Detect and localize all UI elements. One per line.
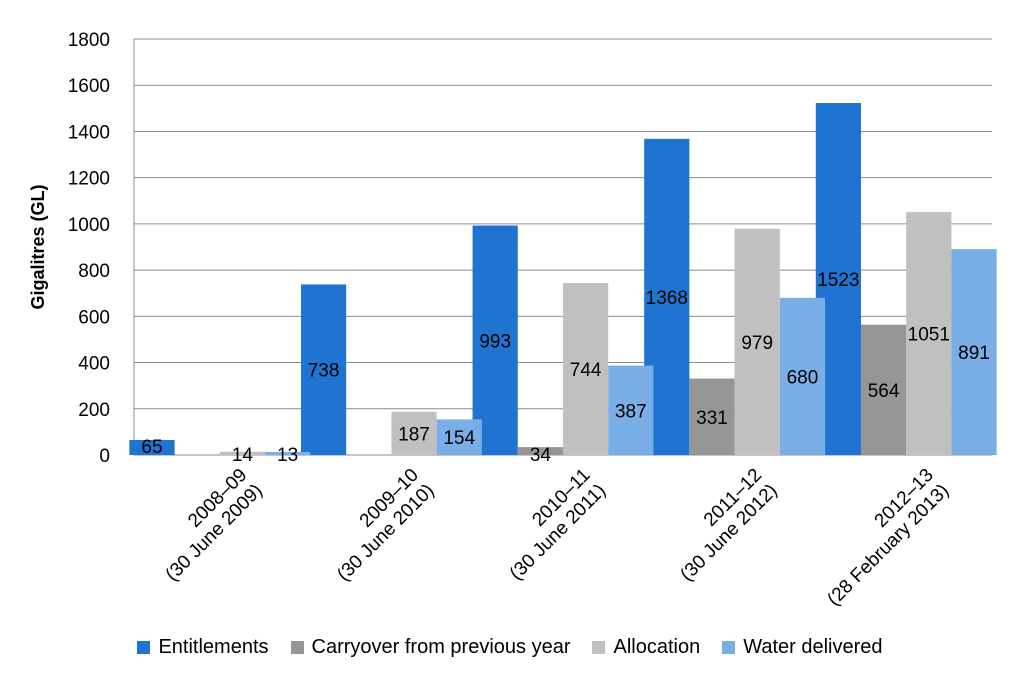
y-axis-title: Gigalitres (GL) xyxy=(28,184,48,309)
x-tick-label: 2008–09(30 June 2009) xyxy=(162,465,267,586)
data-label: 65 xyxy=(141,437,162,458)
legend-item: Carryover from previous year xyxy=(290,636,571,659)
y-tick-label: 1200 xyxy=(68,169,110,190)
data-label: 744 xyxy=(570,360,602,381)
bar-2-4 xyxy=(906,212,952,455)
legend-item: Water delivered xyxy=(722,636,883,659)
bar-3-4 xyxy=(951,249,997,455)
bar-2-0 xyxy=(219,451,266,455)
y-tick-label: 0 xyxy=(99,446,110,467)
data-label: 1523 xyxy=(817,270,859,291)
data-label: 154 xyxy=(443,428,475,449)
data-label: 891 xyxy=(958,343,990,364)
data-label: 564 xyxy=(868,381,900,402)
y-tick-label: 1400 xyxy=(68,122,110,143)
y-tick-label: 1800 xyxy=(68,30,110,51)
data-label: 331 xyxy=(696,408,728,429)
x-tick-label: 2012–13(28 February 2013) xyxy=(823,465,953,610)
bar-2-1 xyxy=(391,411,437,455)
legend-label: Entitlements xyxy=(158,636,269,658)
bar-3-2 xyxy=(608,365,654,455)
data-label: 993 xyxy=(479,331,511,352)
bar-3-3 xyxy=(779,297,826,455)
x-tick-label: 2010–11(30 June 2011) xyxy=(506,465,610,585)
bar-3-0 xyxy=(265,451,311,455)
y-tick-label: 200 xyxy=(78,400,110,421)
y-tick-label: 1000 xyxy=(68,215,110,236)
legend: Entitlements Carryover from previous year… xyxy=(0,636,1020,659)
legend-item: Entitlements xyxy=(137,636,269,659)
y-tick-label: 800 xyxy=(78,261,110,282)
bar-1-3 xyxy=(689,378,735,455)
data-label: 738 xyxy=(308,361,340,382)
data-label: 34 xyxy=(530,445,552,466)
data-label: 13 xyxy=(277,445,298,466)
legend-swatch xyxy=(592,641,606,654)
y-tick-label: 1600 xyxy=(68,76,110,97)
y-tick-label: 400 xyxy=(78,354,110,375)
data-label: 1368 xyxy=(646,288,688,309)
legend-swatch xyxy=(290,641,304,654)
data-label: 680 xyxy=(787,367,819,388)
legend-label: Allocation xyxy=(613,636,701,658)
legend-item: Allocation xyxy=(592,636,700,659)
legend-label: Carryover from previous year xyxy=(311,636,571,658)
data-label: 14 xyxy=(232,445,254,466)
legend-label: Water delivered xyxy=(743,636,883,658)
legend-swatch xyxy=(137,641,151,654)
bar-2-3 xyxy=(734,228,780,455)
bar-0-0 xyxy=(129,439,175,455)
data-label: 1051 xyxy=(908,325,950,346)
y-tick-label: 600 xyxy=(78,307,110,328)
bar-2-2 xyxy=(563,283,609,455)
bar-1-4 xyxy=(860,324,907,455)
legend-swatch xyxy=(722,641,736,654)
data-label: 387 xyxy=(615,401,647,422)
bar-1-2 xyxy=(517,447,563,455)
x-tick-label: 2011–12(30 June 2012) xyxy=(676,465,781,586)
bar-3-1 xyxy=(436,419,482,455)
data-label: 979 xyxy=(741,333,773,354)
bar-0-2 xyxy=(472,225,518,455)
bar-0-1 xyxy=(300,284,347,455)
x-tick-label: 2009–10(30 June 2010) xyxy=(333,465,438,586)
data-label: 187 xyxy=(398,424,430,445)
